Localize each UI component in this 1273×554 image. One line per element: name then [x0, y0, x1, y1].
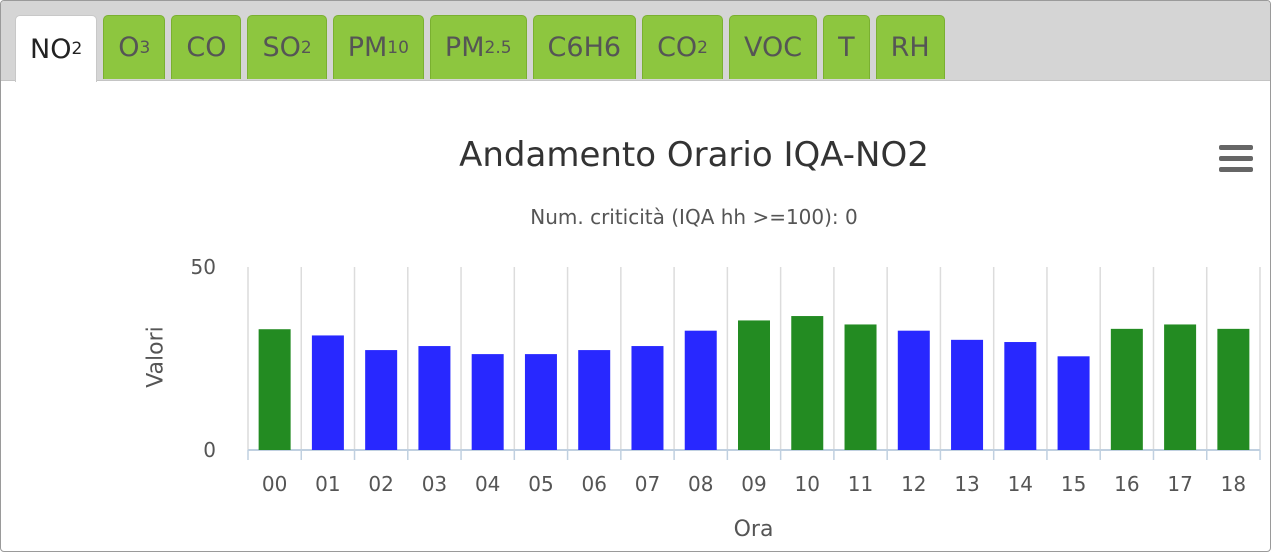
x-tick-label: 07	[635, 472, 660, 496]
bar-05	[524, 354, 557, 450]
hamburger-menu-icon[interactable]	[1217, 143, 1255, 175]
tab-so2[interactable]: SO 2	[247, 15, 327, 79]
x-tick-label: 08	[688, 472, 713, 496]
tab-t[interactable]: T	[823, 15, 870, 79]
menu-bar	[1219, 156, 1253, 161]
tab-co[interactable]: CO	[171, 15, 242, 79]
bar-00	[258, 329, 291, 450]
x-axis-title: Ora	[733, 517, 774, 542]
x-tick-label: 15	[1061, 472, 1086, 496]
x-tick-label: 02	[368, 472, 393, 496]
bar-16	[1110, 328, 1143, 450]
tab-list: NO 2 O 3 CO SO 2 PM 10 PM 2.5 C6H6 CO 2 VOC T RH	[15, 15, 945, 82]
bar-18	[1217, 328, 1250, 450]
tab-c6h6[interactable]: C6H6	[532, 15, 637, 79]
tab-pm25[interactable]: PM 2.5	[429, 15, 527, 79]
x-tick-label: 00	[262, 472, 287, 496]
tab-label: CO	[657, 32, 698, 63]
bar-07	[631, 346, 664, 450]
bar-12	[897, 330, 930, 450]
tab-label: O	[118, 32, 140, 63]
x-tick-label: 14	[1008, 472, 1033, 496]
pollutant-tab-bar: NO 2 O 3 CO SO 2 PM 10 PM 2.5 C6H6 CO 2 VOC T RH	[1, 1, 1270, 82]
tab-co2[interactable]: CO 2	[642, 15, 723, 79]
x-tick-label: 05	[528, 472, 553, 496]
bar-06	[578, 350, 611, 450]
x-tick-label: 04	[475, 472, 500, 496]
x-tick-label: 06	[581, 472, 606, 496]
x-tick-label: 18	[1221, 472, 1246, 496]
y-axis-title: Valori	[143, 326, 169, 388]
bar-13	[951, 339, 984, 450]
menu-bar	[1219, 145, 1253, 150]
tab-label: VOC	[744, 32, 803, 63]
tab-rh[interactable]: RH	[875, 15, 945, 79]
x-tick-label: 09	[741, 472, 766, 496]
tab-label: RH	[890, 32, 930, 63]
x-tick-label: 11	[848, 472, 873, 496]
bar-03	[418, 346, 451, 450]
chart-plot: 00 01 02 03 04 05 06 07 08 09 10 11 12 13 14 15 16 17 18 0 5…	[191, 255, 1261, 496]
bar-02	[365, 350, 398, 450]
menu-bar	[1219, 167, 1253, 172]
bar-14	[1004, 342, 1037, 450]
tab-label: C6H6	[547, 32, 622, 63]
x-tick-label: 13	[954, 472, 979, 496]
x-tick-label: 17	[1167, 472, 1192, 496]
bar-04	[471, 354, 504, 450]
x-tick-label: 01	[315, 472, 340, 496]
tab-label: SO	[262, 32, 301, 63]
bar-10	[791, 316, 824, 450]
tab-label: PM	[444, 32, 485, 63]
bar-17	[1164, 324, 1197, 450]
bar-11	[844, 324, 877, 450]
tab-voc[interactable]: VOC	[729, 15, 818, 79]
bar-01	[311, 335, 344, 450]
bar-08	[684, 330, 717, 450]
bar-15	[1057, 356, 1090, 450]
bar-09	[738, 320, 770, 450]
chart-subtitle: Num. criticità (IQA hh >=100): 0	[530, 205, 858, 229]
tab-no2[interactable]: NO 2	[15, 15, 98, 82]
y-tick-label: 50	[191, 255, 216, 279]
tab-label: NO	[30, 33, 72, 65]
chart-panel: 00 01 02 03 04 05 06 07 08 09 10 11 12 13 14 15 16 17 18 0 5…	[1, 81, 1270, 551]
x-tick-label: 12	[901, 472, 926, 496]
tab-label: CO	[186, 32, 227, 63]
x-tick-label: 10	[795, 472, 820, 496]
chart-title: Andamento Orario IQA-NO2	[459, 135, 929, 175]
tab-label: T	[838, 32, 855, 63]
x-tick-label: 16	[1114, 472, 1139, 496]
tab-pm10[interactable]: PM 10	[332, 15, 424, 79]
tab-label: PM	[347, 32, 388, 63]
x-tick-label: 03	[422, 472, 447, 496]
y-tick-label: 0	[203, 438, 216, 462]
